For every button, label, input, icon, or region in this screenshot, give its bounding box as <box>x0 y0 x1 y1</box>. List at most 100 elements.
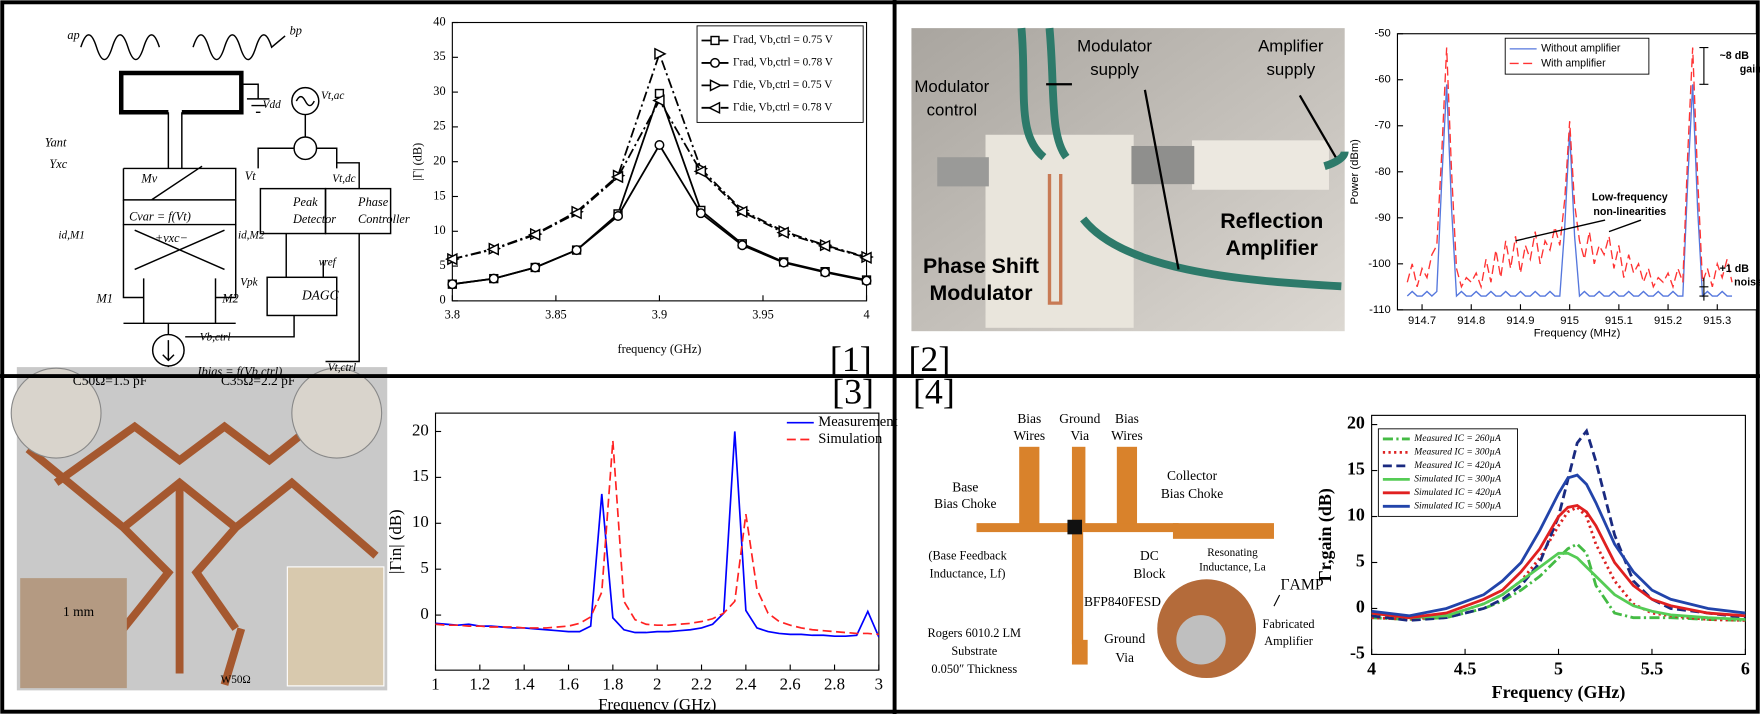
diagram-label: Vt,ctrl <box>328 362 356 374</box>
legend-box <box>696 25 864 123</box>
inset-photo <box>20 578 127 689</box>
inset <box>291 367 383 459</box>
diagram-label: Reflection <box>1220 209 1323 233</box>
legend-label: With amplifier <box>1541 57 1606 69</box>
x-tick-label: 3.95 <box>752 307 774 321</box>
y-tick-label: 10 <box>412 512 429 531</box>
emitter-line <box>1071 532 1084 645</box>
legend-entry: Measured IC = 260µA <box>1382 433 1501 444</box>
data-point <box>861 275 872 286</box>
annotation-arrow <box>1515 219 1642 242</box>
y-tick-label: 5 <box>1356 551 1365 571</box>
x-tick-label: 915.2 <box>1654 315 1682 327</box>
data-point <box>569 206 582 220</box>
series-line <box>1371 542 1746 622</box>
annotation-bracket <box>1699 46 1709 85</box>
data-point <box>820 267 831 278</box>
diagram-label: Wires <box>1111 428 1143 443</box>
x-axis-label: Frequency (GHz) <box>598 695 716 714</box>
diagram-label: Vt <box>245 169 257 183</box>
x-tick-label: 1 <box>431 675 439 694</box>
diagram-label: Bias <box>1115 411 1139 426</box>
bias-lines <box>257 114 338 169</box>
legend: Γrad, Vb,ctrl = 0.75 V Γrad, Vb,ctrl = 0.… <box>696 25 864 123</box>
photo-modulator <box>911 27 1349 332</box>
legend: Measured IC = 260µA Measured IC = 300µA Me… <box>1377 428 1518 517</box>
chart: 914.7 914.8 914.9 915 915.1 915.2 915.3 -110 -10… <box>1349 28 1760 340</box>
trace <box>1047 174 1063 305</box>
pointer <box>1273 594 1281 607</box>
circuit-diagram <box>80 34 392 374</box>
data-point <box>610 170 624 184</box>
annotation: Low-frequency <box>1592 191 1668 203</box>
chart: 3.8 3.85 3.9 3.95 40510152025303540frequency… <box>411 14 874 356</box>
diagram-label: vref <box>319 256 338 268</box>
data-point <box>613 210 624 221</box>
legend-entry: Simulated IC = 420µA <box>1382 487 1501 498</box>
diagram-label: Substrate <box>951 644 997 658</box>
diagram-label: control <box>927 101 978 120</box>
amplifier-board <box>1192 140 1329 190</box>
data-point <box>707 101 721 115</box>
connector <box>937 157 989 187</box>
legend-label: Simulated IC = 300µA <box>1414 474 1501 485</box>
y-axis-label: |Γ| (dB) <box>411 143 425 181</box>
diagram-label: ap <box>67 28 79 42</box>
diagram-label: Amplifier <box>1264 634 1313 648</box>
legend-label: Γdie, Vb,ctrl = 0.78 V <box>733 101 832 113</box>
y-tick-label: 5 <box>420 558 428 577</box>
x-tick-label: 6 <box>1741 658 1750 678</box>
y-tick-label: 35 <box>433 49 445 63</box>
x-axis-label: Frequency (GHz) <box>1492 682 1626 703</box>
wires <box>1017 27 1349 291</box>
x-tick-label: 915 <box>1560 315 1579 327</box>
diagram-label: ΓAMP <box>1280 577 1323 594</box>
annotation: ~8 dB <box>1720 50 1750 62</box>
diagram-label: Yant <box>45 136 67 150</box>
data-point <box>488 273 499 284</box>
data-point <box>776 226 789 239</box>
x-tick-label: 2 <box>653 675 661 694</box>
y-tick-label: -110 <box>1369 304 1391 316</box>
diagram-label: Wires <box>1013 428 1045 443</box>
chart: 4 4.5 5 5.5 6 -5 0 5 10 15 20 Frequency (GHz) Γr,gai… <box>1315 413 1750 703</box>
x-tick-label: 2.4 <box>735 675 757 694</box>
diagram-label: Controller <box>358 212 410 226</box>
x-tick-label: 4 <box>863 307 869 321</box>
data-point <box>710 35 720 46</box>
diagram-label: Base <box>952 479 978 494</box>
data-point <box>737 240 748 251</box>
diagram-label: Resonating <box>1207 547 1258 559</box>
diagram-label: Collector <box>1167 468 1218 483</box>
tank <box>122 199 237 226</box>
y-tick-label: 20 <box>1347 413 1365 433</box>
data-point <box>654 139 665 150</box>
diagram-label: Vb,ctrl <box>200 331 231 343</box>
data-point <box>693 165 707 178</box>
data-point <box>817 239 831 253</box>
sine <box>295 95 315 107</box>
data-point <box>445 252 458 266</box>
diagram-label: supply <box>1090 60 1139 79</box>
control-lines <box>185 162 360 363</box>
diagram-label: C50Ω=1.5 pF <box>73 373 147 388</box>
legend-label: Γrad, Vb,ctrl = 0.75 V <box>733 34 833 46</box>
annotation: +1 dB <box>1720 263 1750 275</box>
diagram-label: Cvar = f(Vt) <box>129 210 191 224</box>
y-tick-label: 0 <box>420 604 428 623</box>
legend: Without amplifier With amplifier <box>1504 37 1650 75</box>
y-tick-label: 20 <box>433 154 445 168</box>
panel-label: [2] <box>908 339 950 379</box>
x-tick-label: 1.2 <box>469 675 490 694</box>
diagram-label: C35Ω=2.2 pF <box>221 373 295 388</box>
annotation-bracket <box>1699 277 1709 301</box>
x-tick-label: 915.1 <box>1605 315 1633 327</box>
diagram-label: Ground <box>1104 631 1145 646</box>
inset <box>10 367 102 459</box>
legend-box <box>1377 428 1518 517</box>
x-tick-label: 2.6 <box>780 675 801 694</box>
diagram-label: Via <box>1115 650 1134 665</box>
